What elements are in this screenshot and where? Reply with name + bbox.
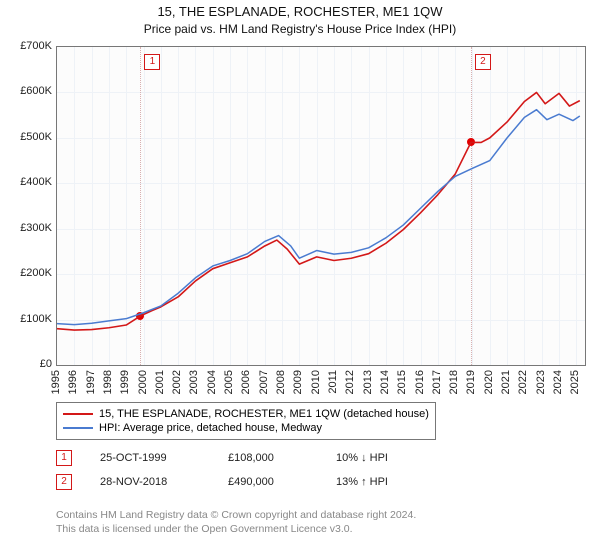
attribution-line2: This data is licensed under the Open Gov… bbox=[56, 522, 416, 536]
xtick-label: 2009 bbox=[292, 370, 304, 394]
xtick-label: 2018 bbox=[448, 370, 460, 394]
xtick-label: 1997 bbox=[85, 370, 97, 394]
attribution: Contains HM Land Registry data © Crown c… bbox=[56, 508, 416, 536]
ytick-label: £500K bbox=[20, 131, 52, 143]
transaction-delta: 13% ↑ HPI bbox=[336, 476, 388, 488]
xtick-label: 2020 bbox=[483, 370, 495, 394]
transaction-delta: 10% ↓ HPI bbox=[336, 452, 388, 464]
plot-area bbox=[56, 46, 586, 366]
legend-swatch bbox=[63, 427, 93, 429]
xtick-label: 2023 bbox=[535, 370, 547, 394]
series-price_paid bbox=[57, 92, 580, 330]
xtick-label: 1998 bbox=[102, 370, 114, 394]
xtick-label: 2024 bbox=[552, 370, 564, 394]
transaction-index-box: 2 bbox=[56, 474, 72, 490]
xtick-label: 2003 bbox=[188, 370, 200, 394]
xtick-label: 2019 bbox=[465, 370, 477, 394]
legend-item: 15, THE ESPLANADE, ROCHESTER, ME1 1QW (d… bbox=[63, 407, 429, 421]
ytick-label: £200K bbox=[20, 267, 52, 279]
transaction-row: 2 28-NOV-2018 £490,000 13% ↑ HPI bbox=[56, 474, 388, 490]
legend: 15, THE ESPLANADE, ROCHESTER, ME1 1QW (d… bbox=[56, 402, 436, 440]
xtick-label: 2013 bbox=[362, 370, 374, 394]
ytick-label: £100K bbox=[20, 313, 52, 325]
ytick-label: £0 bbox=[40, 358, 52, 370]
xtick-label: 2006 bbox=[240, 370, 252, 394]
legend-swatch bbox=[63, 413, 93, 415]
xtick-label: 2010 bbox=[310, 370, 322, 394]
transaction-row: 1 25-OCT-1999 £108,000 10% ↓ HPI bbox=[56, 450, 388, 466]
xtick-label: 2017 bbox=[431, 370, 443, 394]
chart-subtitle: Price paid vs. HM Land Registry's House … bbox=[0, 22, 600, 36]
xtick-label: 1995 bbox=[50, 370, 62, 394]
xtick-label: 2021 bbox=[500, 370, 512, 394]
transaction-date: 28-NOV-2018 bbox=[100, 476, 200, 488]
chart-title: 15, THE ESPLANADE, ROCHESTER, ME1 1QW bbox=[0, 4, 600, 19]
xtick-label: 2002 bbox=[171, 370, 183, 394]
xtick-label: 1996 bbox=[67, 370, 79, 394]
xtick-label: 2008 bbox=[275, 370, 287, 394]
legend-label: 15, THE ESPLANADE, ROCHESTER, ME1 1QW (d… bbox=[99, 408, 429, 420]
xtick-label: 2022 bbox=[517, 370, 529, 394]
series-hpi bbox=[57, 110, 580, 325]
transaction-index-box: 1 bbox=[56, 450, 72, 466]
event-marker-box: 1 bbox=[144, 54, 160, 70]
xtick-label: 1999 bbox=[119, 370, 131, 394]
transaction-price: £490,000 bbox=[228, 476, 308, 488]
ytick-label: £700K bbox=[20, 40, 52, 52]
ytick-label: £400K bbox=[20, 176, 52, 188]
transaction-date: 25-OCT-1999 bbox=[100, 452, 200, 464]
xtick-label: 2012 bbox=[344, 370, 356, 394]
xtick-label: 2004 bbox=[206, 370, 218, 394]
legend-label: HPI: Average price, detached house, Medw… bbox=[99, 422, 322, 434]
transaction-price: £108,000 bbox=[228, 452, 308, 464]
xtick-label: 2015 bbox=[396, 370, 408, 394]
xtick-label: 2014 bbox=[379, 370, 391, 394]
xtick-label: 2001 bbox=[154, 370, 166, 394]
legend-item: HPI: Average price, detached house, Medw… bbox=[63, 421, 429, 435]
series-svg bbox=[57, 47, 585, 365]
xtick-label: 2005 bbox=[223, 370, 235, 394]
ytick-label: £300K bbox=[20, 222, 52, 234]
chart-container: 15, THE ESPLANADE, ROCHESTER, ME1 1QW Pr… bbox=[0, 0, 600, 560]
xtick-label: 2016 bbox=[414, 370, 426, 394]
xtick-label: 2007 bbox=[258, 370, 270, 394]
xtick-label: 2025 bbox=[569, 370, 581, 394]
ytick-label: £600K bbox=[20, 85, 52, 97]
xtick-label: 2000 bbox=[137, 370, 149, 394]
event-marker-box: 2 bbox=[475, 54, 491, 70]
xtick-label: 2011 bbox=[327, 370, 339, 394]
attribution-line1: Contains HM Land Registry data © Crown c… bbox=[56, 508, 416, 522]
